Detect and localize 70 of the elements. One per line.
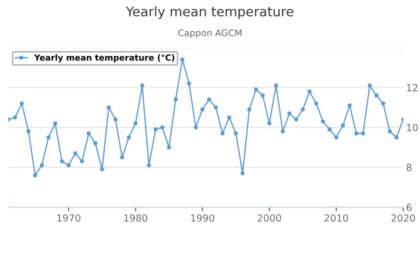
point [267, 121, 272, 126]
y-tick-label: 6 [406, 204, 412, 212]
point [200, 107, 205, 112]
point [146, 163, 152, 168]
point [348, 103, 352, 108]
point [220, 131, 225, 136]
point [381, 101, 386, 106]
point [186, 81, 192, 86]
point [234, 131, 238, 136]
point [214, 105, 218, 110]
point [294, 117, 298, 122]
point [287, 111, 292, 116]
point [194, 125, 198, 130]
x-tick-label: 2010 [324, 214, 348, 222]
point [100, 167, 104, 172]
x-tick-label: 1980 [124, 214, 148, 222]
point [80, 159, 84, 164]
y-tick-label: 12 [407, 84, 418, 92]
point [368, 83, 372, 88]
point [247, 107, 252, 112]
point [133, 121, 138, 126]
point [106, 105, 111, 110]
point [46, 135, 51, 140]
point [120, 155, 124, 160]
point [260, 93, 265, 98]
point [160, 125, 164, 130]
point [320, 119, 325, 124]
x-tick-label: 2000 [258, 214, 282, 222]
y-tick-label: 10 [407, 124, 418, 132]
point [93, 141, 98, 146]
x-tick-label: 1970 [57, 214, 80, 222]
point [180, 57, 184, 62]
x-tick-label: 1990 [191, 214, 214, 222]
point [207, 97, 212, 102]
point [140, 83, 144, 88]
point [354, 131, 358, 136]
point [40, 163, 44, 168]
point [13, 115, 18, 120]
point [388, 129, 392, 134]
point [154, 127, 158, 132]
point [20, 101, 24, 106]
point [126, 135, 131, 140]
point [53, 121, 58, 126]
point [240, 171, 245, 176]
point [26, 129, 31, 134]
point [360, 131, 366, 136]
point [166, 145, 172, 150]
point [374, 93, 379, 98]
x-tick-label: 2020 [392, 214, 415, 222]
point [394, 135, 399, 140]
point [86, 131, 91, 136]
point [300, 107, 305, 112]
point [33, 173, 38, 178]
chart-subtitle: Cappon AGCM [178, 29, 242, 38]
point [340, 123, 346, 128]
point [307, 89, 312, 94]
point [274, 83, 278, 88]
chart-title: Yearly mean temperature [126, 6, 294, 19]
point [73, 151, 78, 156]
point [60, 159, 64, 164]
point [66, 163, 71, 168]
point [174, 97, 178, 102]
point [254, 87, 258, 92]
legend-label: Yearly mean temperature (°C) [34, 54, 174, 62]
point [113, 117, 118, 122]
y-tick-label: 8 [406, 164, 412, 172]
point [328, 127, 332, 132]
point [334, 135, 338, 140]
point [280, 129, 285, 134]
point [314, 101, 318, 106]
